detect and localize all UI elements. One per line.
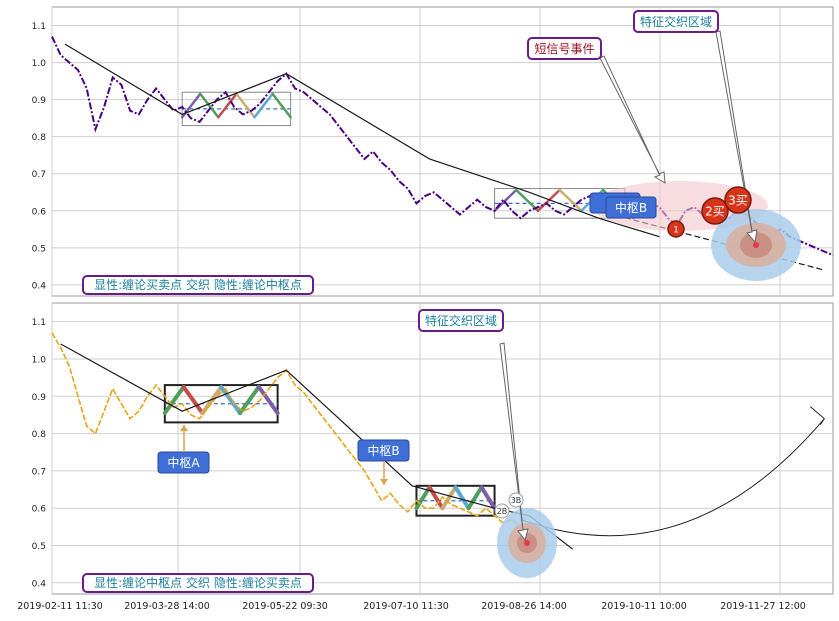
zigzag-segment: [536, 188, 561, 213]
small-signal-dot: [508, 492, 524, 508]
zigzag-segment: [253, 92, 274, 119]
callout-box: [633, 10, 719, 33]
legend-box: [82, 573, 314, 593]
buy-marker-label: 1: [673, 225, 679, 235]
small-signal-marker: 3B: [508, 492, 524, 508]
legend-text: 显性:缠论买卖点 交织 隐性:缠论中枢点: [94, 277, 302, 292]
x-tick-label: 2019-05-22 09:30: [242, 601, 328, 612]
y-tick-label: 1.0: [32, 59, 47, 69]
pivot-label-arrowhead: [180, 425, 188, 431]
panel-top: 0.4 0.5 0.6 0.7 0.8 0.9 1.0 1.1 显性:缠论买卖点 交织 隐性:缠…: [32, 6, 834, 297]
buy-marker-label: 2买: [705, 205, 725, 219]
arc-tail: [809, 406, 825, 425]
buy-marker: 2买: [701, 197, 729, 225]
callout-box: [527, 37, 602, 60]
feature-core-dot: [753, 242, 759, 248]
y-tick-label: 0.7: [32, 467, 46, 477]
buy-marker-dot: [724, 186, 752, 214]
buy-marker-label: 3买: [728, 194, 748, 208]
y-tick-label: 0.9: [32, 96, 47, 106]
zigzag-segment: [271, 92, 292, 119]
pivot-label-text: 中枢B: [367, 443, 399, 458]
y-tick-label: 1.1: [32, 318, 46, 328]
projection-arc: [520, 418, 825, 537]
y-tick-label: 0.5: [32, 244, 46, 254]
zigzag-segment: [515, 188, 540, 213]
zigzag-segment: [181, 384, 205, 416]
pivot-label-bottom: 中枢A: [157, 425, 210, 474]
small-signal-dot: [494, 503, 510, 519]
y-tick-label: 0.4: [32, 579, 47, 589]
buy-marker-dot: [701, 197, 729, 225]
callout-short-signal: 短信号事件: [527, 37, 602, 60]
y-tick-label: 0.8: [32, 133, 47, 143]
zigzag-segment: [235, 92, 256, 119]
zigzag-segment: [217, 92, 238, 119]
zigzag-segment: [219, 384, 243, 416]
trend-line: [64, 43, 660, 238]
buy-marker-dot: [667, 220, 685, 238]
panel-bottom: 0.4 0.5 0.6 0.7 0.8 0.9 1.0 1.1 显性:缠论中枢点 交织 隐性:缠…: [32, 302, 834, 595]
legend-text: 显性:缠论中枢点 交织 隐性:缠论买卖点: [94, 575, 302, 590]
buy-marker: 3买: [724, 186, 752, 214]
y-tick-label: 0.9: [32, 393, 47, 403]
y-tick-label: 0.7: [32, 170, 46, 180]
callout-arrow: [499, 342, 529, 542]
plot-frame: [51, 302, 834, 595]
y-tick-label: 0.8: [32, 430, 47, 440]
callout-arrow: [715, 30, 758, 244]
y-tick-label: 0.6: [32, 207, 47, 217]
zigzag-segment: [466, 485, 484, 511]
zigzag-segment: [440, 485, 458, 511]
pivot-label-top: 中枢B: [605, 196, 657, 219]
y-tick-label: 0.4: [32, 281, 47, 291]
x-tick-label: 2019-11-27 12:00: [720, 601, 806, 612]
y-tick-label: 0.5: [32, 542, 46, 552]
zigzag-segment: [453, 485, 471, 511]
callout-text: 特征交织区域: [640, 14, 712, 29]
y-tick-label: 1.0: [32, 355, 47, 365]
x-tick-label: 2019-02-11 11:30: [17, 601, 103, 612]
legend-box: [82, 275, 314, 295]
callout-arrow: [599, 55, 666, 184]
small-signal-label: 3B: [511, 496, 522, 505]
zigzag-segment: [558, 188, 583, 213]
callout-feature-zone-bottom: 特征交织区域: [418, 309, 504, 332]
callout-feature-zone: 特征交织区域: [633, 10, 719, 33]
zigzag-segment: [479, 485, 497, 511]
feature-core-dot: [524, 540, 530, 546]
pivot-label-bottom: 中枢B: [357, 439, 410, 485]
small-signal-label: 2B: [497, 507, 508, 516]
zigzag-segment: [198, 92, 220, 119]
zigzag-segment: [256, 384, 280, 416]
zigzag-segment: [414, 485, 432, 511]
small-signal-marker: 2B: [494, 503, 510, 519]
pivot-label-arrowhead: [380, 479, 388, 485]
y-tick-label: 1.1: [32, 22, 46, 32]
x-tick-label: 2019-07-10 11:30: [363, 601, 449, 612]
x-tick-label: 2019-08-26 14:00: [481, 601, 567, 612]
buy-marker: 1: [667, 220, 685, 238]
pivot-label-text: 中枢B: [615, 200, 647, 215]
callout-box: [418, 309, 504, 332]
x-tick-label: 2019-03-28 14:00: [124, 601, 210, 612]
legend-footer: 显性:缠论买卖点 交织 隐性:缠论中枢点: [82, 275, 314, 295]
callout-text: 特征交织区域: [425, 313, 497, 328]
zigzag-segment: [162, 384, 186, 416]
zigzag-segment: [238, 384, 261, 416]
callout-text: 短信号事件: [534, 42, 594, 56]
legend-footer: 显性:缠论中枢点 交织 隐性:缠论买卖点: [82, 573, 314, 593]
pivot-label-text: 中枢A: [167, 455, 200, 470]
pivot-label-box: [605, 196, 657, 219]
y-tick-label: 0.6: [32, 505, 47, 515]
x-tick-label: 2019-10-11 10:00: [601, 601, 687, 612]
